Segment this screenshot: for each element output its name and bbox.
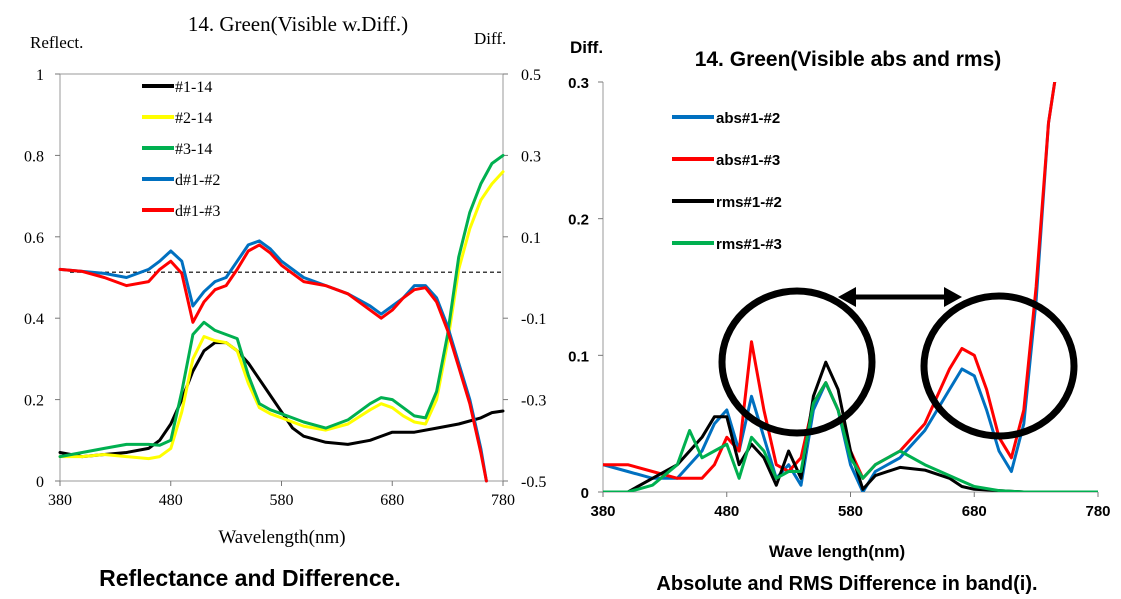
left-series-line-1-14 [58, 341, 505, 459]
right-chart-title: 14. Green(Visible abs and rms) [695, 48, 1002, 71]
left-legend-label: d#1-#3 [175, 203, 220, 220]
right-caption: Absolute and RMS Difference in band(i). [656, 573, 1037, 595]
left-y-tick-label: 0 [36, 474, 44, 491]
right-x-tick-label: 580 [838, 503, 863, 520]
left-series-line-2-14 [58, 170, 505, 461]
left-x-tick-label: 680 [380, 492, 404, 509]
right-y2-tick-label: -0.1 [521, 311, 546, 328]
right-legend-label: abs#1-#3 [716, 152, 780, 169]
left-x-tick-label: 380 [48, 492, 72, 509]
right-x-tick-label: 380 [590, 503, 615, 520]
left-caption: Reflectance and Difference. [99, 565, 401, 591]
left-series-line-d-1-2 [58, 239, 488, 483]
right-legend-label: rms#1-#3 [716, 236, 782, 253]
left-x-tick-label: 580 [270, 492, 294, 509]
right-chart-panel: Diff. 14. Green(Visible abs and rms) 380… [568, 38, 1110, 595]
right-y2-tick-label: -0.3 [521, 393, 546, 410]
right-legend-label: rms#1-#2 [716, 194, 782, 211]
right-x-axis-title: Wave length(nm) [769, 542, 905, 561]
right-x-tick-label: 480 [714, 503, 739, 520]
left-x-tick-label: 780 [491, 492, 515, 509]
double-arrow-left-head [838, 287, 856, 307]
right-series-line-rms-1-2 [603, 360, 1098, 492]
right-x-tick-label: 780 [1085, 503, 1110, 520]
left-legend-label: #3-14 [175, 141, 212, 158]
right-legend-label: abs#1-#2 [716, 110, 780, 127]
left-y-tick-label: 0.8 [24, 148, 44, 165]
right-y2-tick-label: 0.1 [521, 230, 541, 247]
right-series-line-abs-1-2 [603, 82, 1057, 492]
left-legend-label: #1-14 [175, 79, 212, 96]
right-y2-tick-label: 0.5 [521, 67, 541, 84]
double-arrow-right-head [944, 287, 962, 307]
right-series-line-abs-1-3 [603, 82, 1057, 480]
left-y-tick-label: 0.4 [24, 311, 44, 328]
right-series-line-rms-1-3 [603, 381, 1098, 492]
left-series-line-d-1-3 [58, 243, 488, 483]
right-y-axis-title: Diff. [474, 29, 506, 48]
highlight-circle-left [718, 287, 876, 437]
left-series-line-3-14 [58, 153, 505, 459]
right-y-tick-label: 0 [581, 485, 589, 502]
left-chart-panel: 14. Green(Visible w.Diff.) Reflect. Diff… [24, 12, 546, 591]
left-x-axis-title: Wavelength(nm) [218, 527, 345, 548]
left-legend-label: #2-14 [175, 110, 212, 127]
left-chart-title: 14. Green(Visible w.Diff.) [188, 12, 408, 36]
right-y-tick-label: 0.3 [568, 75, 589, 92]
right-y-axis-title-label: Diff. [570, 38, 603, 57]
right-y2-tick-label: -0.5 [521, 474, 546, 491]
left-y-tick-label: 0.6 [24, 230, 44, 247]
left-y-tick-label: 1 [36, 67, 44, 84]
left-legend-label: d#1-#2 [175, 172, 220, 189]
left-y-axis-title: Reflect. [30, 33, 83, 52]
right-y-tick-label: 0.1 [568, 348, 589, 365]
left-y-tick-label: 0.2 [24, 393, 44, 410]
right-y-tick-label: 0.2 [568, 212, 589, 229]
left-x-tick-label: 480 [159, 492, 183, 509]
right-x-tick-label: 680 [962, 503, 987, 520]
highlight-circle-right [920, 292, 1078, 440]
right-y2-tick-label: 0.3 [521, 148, 541, 165]
